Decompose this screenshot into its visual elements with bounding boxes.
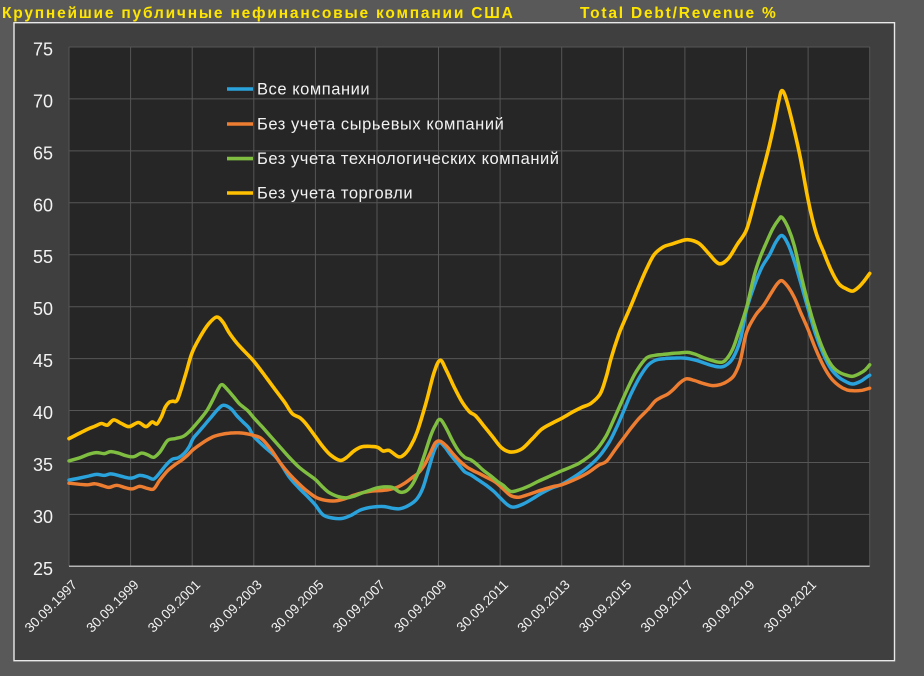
svg-text:Без учета сырьевых компаний: Без учета сырьевых компаний xyxy=(257,116,504,134)
svg-text:45: 45 xyxy=(33,351,53,371)
svg-text:Без учета торговли: Без учета торговли xyxy=(257,185,413,203)
svg-text:75: 75 xyxy=(33,40,53,60)
svg-text:40: 40 xyxy=(33,403,53,423)
svg-text:50: 50 xyxy=(33,299,53,319)
svg-text:55: 55 xyxy=(33,247,53,267)
svg-text:25: 25 xyxy=(33,559,53,579)
svg-text:65: 65 xyxy=(33,143,53,163)
svg-text:Крупнейшие публичные нефинансо: Крупнейшие публичные нефинансовые компан… xyxy=(2,5,515,22)
svg-text:70: 70 xyxy=(33,91,53,111)
svg-text:Total Debt/Revenue %: Total Debt/Revenue % xyxy=(580,5,778,22)
svg-text:Все компании: Все компании xyxy=(257,81,370,99)
svg-text:Без учета технологических комп: Без учета технологических компаний xyxy=(257,150,560,168)
svg-text:30: 30 xyxy=(33,507,53,527)
svg-text:60: 60 xyxy=(33,195,53,215)
svg-text:35: 35 xyxy=(33,455,53,475)
